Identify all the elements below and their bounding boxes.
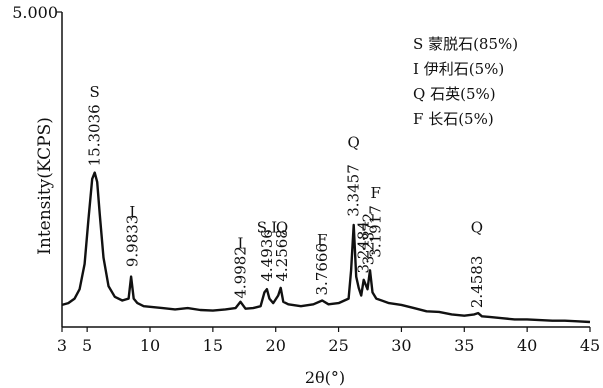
peak-label: 3.2372: [360, 213, 378, 266]
peak-label: Q: [276, 219, 288, 237]
y-tick-label: 5.000: [12, 3, 58, 22]
peak-label: 9.9833: [123, 215, 141, 268]
peak-label: S,I: [257, 219, 278, 237]
legend-label: 蒙脱石(85%): [428, 35, 519, 53]
peak-label: 3.1917: [367, 205, 385, 258]
x-tick-label: 3: [57, 336, 67, 355]
legend-symbol: F: [413, 110, 424, 128]
peak-label: Q: [471, 219, 483, 237]
legend-label: 长石(5%): [428, 110, 494, 128]
peak-label: 4.9982: [232, 246, 250, 299]
peak-label: 3.2484: [355, 221, 373, 274]
legend-item: Q 石英(5%): [413, 82, 518, 107]
peak-label: I: [238, 234, 244, 252]
legend-label: 石英(5%): [430, 85, 496, 103]
legend-item: I 伊利石(5%): [413, 57, 518, 82]
x-tick-label: 35: [454, 336, 474, 355]
peak-label: 3.7666: [313, 243, 331, 296]
x-tick-label: 20: [266, 336, 286, 355]
x-axis-label: 2θ(°): [305, 368, 345, 387]
legend: S 蒙脱石(85%) I 伊利石(5%) Q 石英(5%) F 长石(5%): [413, 32, 518, 132]
legend-symbol: Q: [413, 85, 426, 103]
peak-label: F: [317, 231, 327, 249]
peak-label: F: [370, 184, 380, 202]
axes: 3 5 10 15 20 25 30 35 40 45 5.000: [12, 3, 600, 355]
x-tick-label: 15: [203, 336, 223, 355]
peak-label: I: [129, 203, 135, 221]
legend-item: S 蒙脱石(85%): [413, 32, 518, 57]
x-tick-label: 40: [517, 336, 537, 355]
peak-label: 15.3036: [86, 104, 104, 166]
x-tick-label: 10: [140, 336, 160, 355]
peak-label: 4.2568: [273, 229, 291, 282]
peak-label: 2.4583: [468, 256, 486, 309]
x-tick-label: 45: [580, 336, 600, 355]
legend-symbol: S: [413, 35, 424, 53]
x-tick-label: 5: [82, 336, 92, 355]
peak-label: S: [90, 83, 100, 101]
series-group: [61, 171, 591, 324]
legend-item: F 长石(5%): [413, 107, 518, 132]
peak-label: 4.4936: [258, 229, 276, 282]
legend-symbol: I: [413, 60, 419, 78]
x-tick-label: 25: [328, 336, 348, 355]
series-line: [61, 171, 591, 324]
peak-label: Q: [348, 133, 360, 151]
peak-label: 3.3457: [345, 164, 363, 217]
y-axis-label: Intensity(KCPS): [35, 117, 55, 255]
x-tick-label: 30: [391, 336, 411, 355]
legend-label: 伊利石(5%): [423, 60, 505, 78]
